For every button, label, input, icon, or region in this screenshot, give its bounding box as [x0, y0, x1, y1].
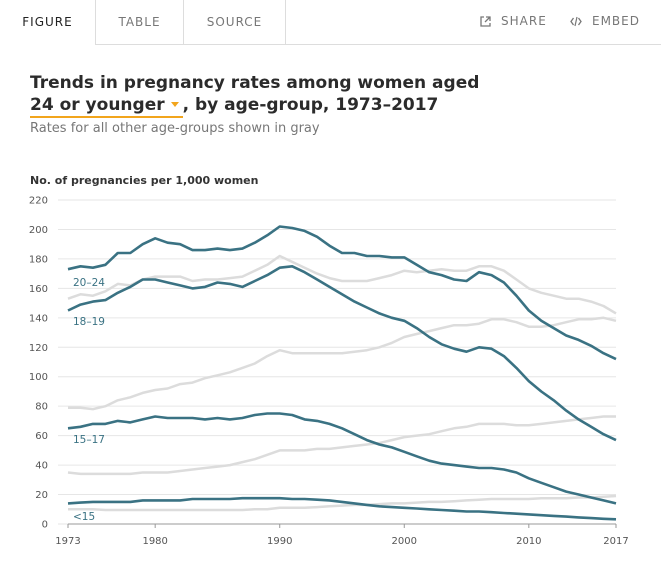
y-tick-label: 40: [35, 461, 48, 472]
x-tick-label: 2000: [392, 536, 417, 547]
y-tick-label: 120: [29, 343, 48, 354]
x-tick-label: 1980: [142, 536, 167, 547]
dropdown-caret-icon: [170, 101, 179, 107]
tab-bar: FIGURE TABLE SOURCE SHARE EMBED: [0, 0, 661, 45]
y-tick-label: 80: [35, 402, 48, 413]
gray-series-line: [67, 415, 616, 476]
code-icon: [570, 16, 582, 26]
y-tick-label: 0: [42, 520, 48, 531]
y-tick-label: 180: [29, 254, 48, 265]
share-label: SHARE: [501, 14, 547, 28]
share-button[interactable]: SHARE: [480, 14, 547, 28]
x-tick-label: 1973: [55, 536, 80, 547]
y-tick-label: 100: [29, 372, 48, 383]
series-label: <15: [73, 511, 95, 523]
embed-label: EMBED: [592, 14, 640, 28]
series-line[interactable]: [67, 264, 617, 442]
x-tick-label: 2017: [603, 536, 628, 547]
series-label: 15–17: [73, 434, 105, 446]
age-dropdown-value: 24 or younger: [30, 95, 165, 115]
age-dropdown[interactable]: 24 or younger: [30, 94, 183, 118]
tab-figure[interactable]: FIGURE: [0, 0, 96, 45]
title-suffix: , by age-group, 1973–2017: [182, 95, 439, 115]
gray-series-line: [68, 316, 617, 411]
x-tick-label: 2010: [516, 536, 541, 547]
series-line[interactable]: [67, 496, 617, 521]
chart-subtitle: Rates for all other age-groups shown in …: [30, 121, 320, 136]
gray-series-line: [68, 494, 617, 512]
share-icon: [480, 15, 491, 27]
title-prefix: Trends in pregnancy rates among women ag…: [30, 73, 480, 93]
y-axis-title: No. of pregnancies per 1,000 women: [30, 174, 259, 187]
y-tick-label: 200: [29, 225, 48, 236]
x-tick-label: 1990: [267, 536, 292, 547]
series-line[interactable]: [67, 412, 617, 505]
y-tick-label: 20: [35, 490, 48, 501]
chart-title: Trends in pregnancy rates among women ag…: [30, 72, 630, 118]
series-line[interactable]: [67, 225, 617, 361]
y-tick-label: 60: [35, 431, 48, 442]
embed-button[interactable]: EMBED: [570, 14, 640, 28]
y-tick-label: 140: [29, 313, 48, 324]
tab-table[interactable]: TABLE: [96, 0, 184, 44]
series-label: 18–19: [73, 316, 105, 328]
y-tick-label: 220: [29, 196, 48, 207]
y-tick-label: 160: [29, 284, 48, 295]
gray-series-line: [67, 254, 617, 315]
series-label: 20–24: [73, 277, 105, 289]
tab-source[interactable]: SOURCE: [184, 0, 286, 44]
